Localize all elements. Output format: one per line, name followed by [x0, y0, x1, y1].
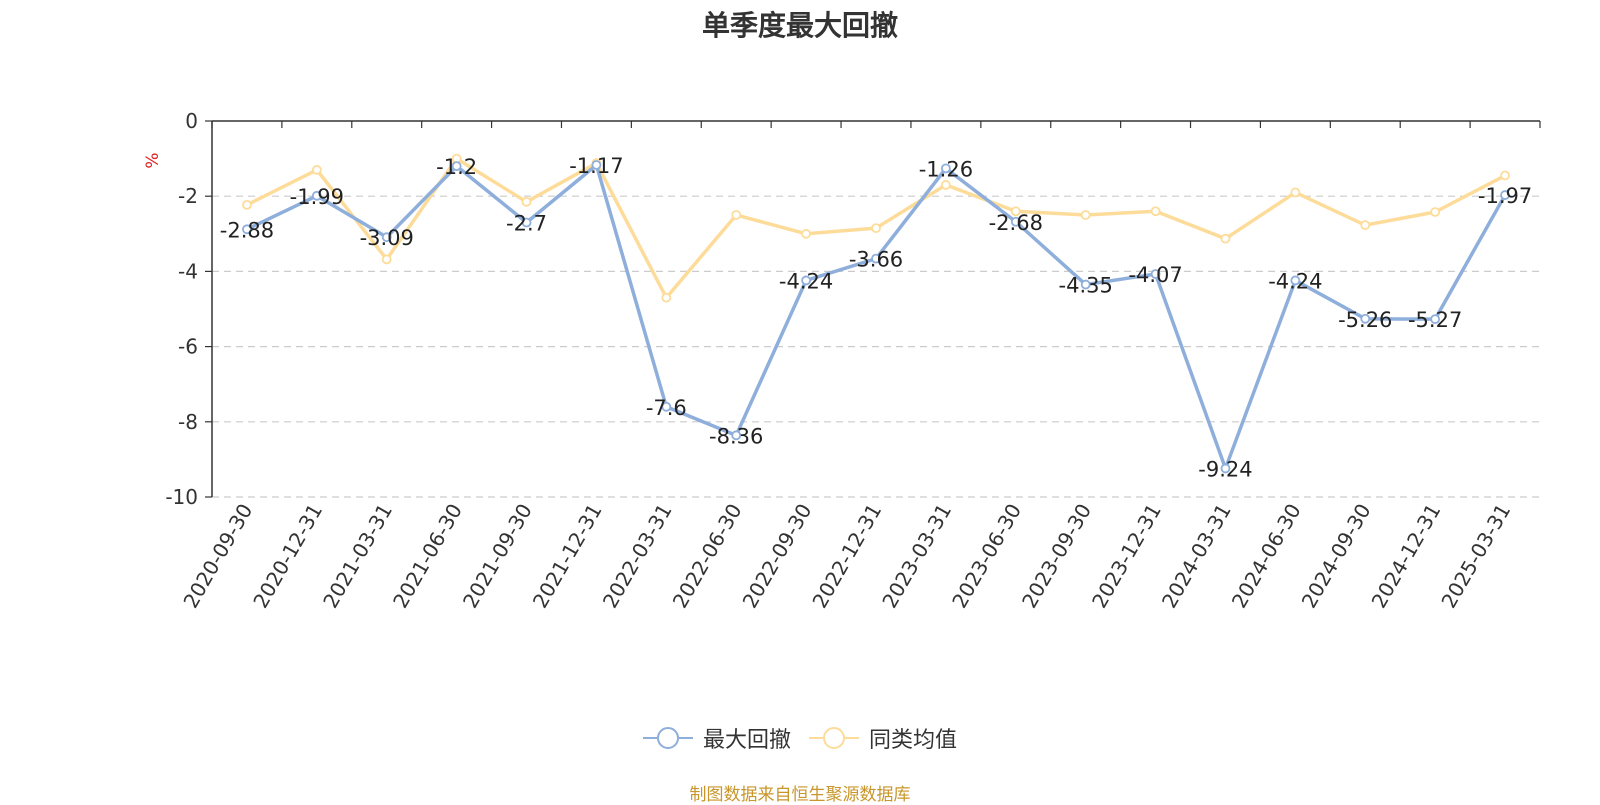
- data-point-peer-average: [1290, 187, 1301, 198]
- data-label: -1.99: [290, 185, 344, 209]
- data-point-max-drawdown: [1150, 269, 1161, 279]
- data-point-peer-average: [1220, 233, 1231, 244]
- data-point-peer-average: [242, 199, 252, 210]
- legend: 最大回撤 同类均值: [0, 722, 1600, 754]
- data-label: -4.07: [1128, 263, 1182, 287]
- data-label: -2.68: [989, 211, 1043, 235]
- data-point-peer-average: [1080, 210, 1091, 220]
- x-tick-label: 2024-03-31: [1157, 500, 1236, 613]
- x-tick-label: 2023-03-31: [877, 500, 956, 613]
- x-tick-label: 2022-03-31: [598, 500, 677, 613]
- y-axis-unit: %: [143, 153, 163, 169]
- data-point-peer-average: [1430, 207, 1441, 217]
- data-label: -1.2: [436, 155, 477, 179]
- x-tick-label: 2020-12-31: [248, 500, 327, 613]
- legend-marker-peer-average: [809, 727, 859, 749]
- y-tick-label: -6: [178, 335, 198, 359]
- x-tick-label: 2022-09-30: [738, 500, 817, 613]
- series-line-max-drawdown: [246, 163, 1507, 471]
- x-tick-label: 2022-06-30: [668, 500, 747, 613]
- legend-marker-max-drawdown: [642, 727, 693, 749]
- x-tick-label: 2022-12-31: [807, 500, 886, 613]
- data-point-peer-average: [1150, 206, 1161, 217]
- data-point-peer-average: [661, 292, 672, 303]
- legend-item-max-drawdown[interactable]: 最大回撤: [642, 722, 791, 754]
- data-point-max-drawdown: [1080, 279, 1091, 290]
- data-label: -4.24: [779, 269, 833, 293]
- data-point-peer-average: [381, 254, 392, 265]
- data-point-max-drawdown: [381, 232, 392, 243]
- data-point-max-drawdown: [591, 160, 602, 170]
- data-point-max-drawdown: [1010, 216, 1021, 227]
- data-label: -1.17: [569, 154, 623, 178]
- data-point-max-drawdown: [311, 190, 322, 201]
- source-note: 制图数据来自恒生聚源数据库: [689, 785, 911, 805]
- data-label: -4.35: [1059, 274, 1113, 298]
- data-label: -7.6: [646, 396, 687, 420]
- y-tick-label: 0: [185, 109, 198, 133]
- data-point-peer-average: [521, 196, 532, 207]
- data-label: -3.66: [849, 248, 903, 272]
- data-point-peer-average: [940, 180, 951, 190]
- data-point-max-drawdown: [451, 161, 462, 172]
- data-point-max-drawdown: [940, 163, 951, 174]
- x-tick-label: 2021-06-30: [388, 500, 467, 613]
- x-tick-label: 2023-06-30: [947, 500, 1026, 613]
- data-point-peer-average: [1010, 206, 1021, 217]
- data-label: -5.27: [1408, 308, 1462, 332]
- data-label: -4.24: [1268, 269, 1322, 293]
- y-tick-label: -2: [178, 184, 198, 208]
- data-point-peer-average: [311, 164, 322, 175]
- data-point-max-drawdown: [731, 430, 742, 441]
- data-point-max-drawdown: [801, 275, 812, 286]
- data-point-peer-average: [731, 210, 742, 220]
- data-point-max-drawdown: [521, 217, 532, 228]
- data-label: -9.24: [1198, 457, 1252, 481]
- x-tick-label: 2024-12-31: [1367, 500, 1446, 613]
- x-tick-label: 2024-06-30: [1227, 500, 1306, 613]
- data-point-peer-average: [1500, 170, 1510, 181]
- y-tick-label: -4: [178, 259, 198, 283]
- data-point-peer-average: [871, 223, 881, 234]
- y-tick-label: -8: [178, 410, 198, 434]
- x-tick-label: 2024-09-30: [1297, 500, 1376, 613]
- data-label: -8.36: [709, 424, 763, 448]
- data-label: -3.09: [360, 226, 414, 250]
- x-tick-label: 2025-03-31: [1436, 500, 1515, 613]
- data-point-peer-average: [801, 228, 812, 239]
- data-label: -1.97: [1478, 184, 1532, 208]
- data-label: -2.7: [506, 212, 547, 236]
- x-tick-label: 2023-12-31: [1087, 500, 1166, 613]
- data-label: -2.88: [220, 218, 274, 242]
- legend-item-peer-average[interactable]: 同类均值: [809, 722, 957, 754]
- data-point-max-drawdown: [242, 224, 252, 235]
- data-point-max-drawdown: [1360, 313, 1371, 324]
- x-tick-label: 2020-09-30: [178, 500, 257, 613]
- x-tick-label: 2021-12-31: [528, 500, 607, 613]
- data-point-max-drawdown: [871, 253, 881, 264]
- data-point-max-drawdown: [1220, 463, 1231, 474]
- data-point-max-drawdown: [1430, 314, 1441, 325]
- data-label: -1.26: [919, 157, 973, 181]
- x-tick-label: 2021-03-31: [318, 500, 397, 613]
- data-point-max-drawdown: [1500, 190, 1510, 200]
- data-label: -5.26: [1338, 308, 1392, 332]
- x-tick-label: 2021-09-30: [458, 500, 537, 613]
- chart-title: 单季度最大回撤: [701, 9, 898, 42]
- data-point-max-drawdown: [661, 401, 672, 412]
- legend-label-max-drawdown: 最大回撤: [702, 728, 791, 753]
- legend-label-peer-average: 同类均值: [869, 728, 958, 753]
- x-tick-label: 2023-09-30: [1017, 500, 1096, 613]
- data-point-peer-average: [1360, 220, 1371, 231]
- y-tick-label: -10: [165, 485, 198, 509]
- data-point-max-drawdown: [1290, 275, 1301, 286]
